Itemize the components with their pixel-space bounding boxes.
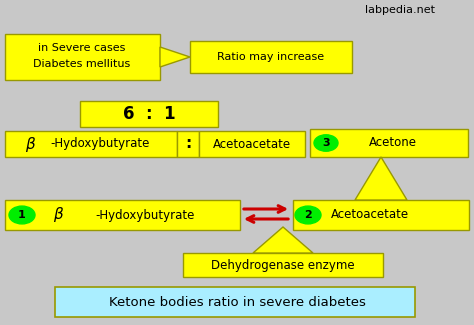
Circle shape — [314, 135, 338, 151]
Polygon shape — [355, 157, 407, 200]
Circle shape — [295, 206, 321, 224]
Text: 6  :  1: 6 : 1 — [123, 105, 175, 123]
FancyBboxPatch shape — [293, 200, 469, 230]
Text: β: β — [25, 136, 35, 151]
Text: Ratio may increase: Ratio may increase — [218, 52, 325, 62]
Text: 3: 3 — [322, 138, 330, 148]
Polygon shape — [253, 227, 313, 253]
FancyBboxPatch shape — [310, 129, 468, 157]
FancyBboxPatch shape — [199, 131, 305, 157]
FancyBboxPatch shape — [183, 253, 383, 277]
Text: Acetoacetate: Acetoacetate — [213, 137, 291, 150]
FancyBboxPatch shape — [5, 200, 240, 230]
Text: Acetone: Acetone — [369, 136, 417, 150]
Text: β: β — [53, 207, 63, 223]
FancyBboxPatch shape — [5, 34, 160, 80]
FancyBboxPatch shape — [55, 287, 415, 317]
Text: :: : — [185, 136, 191, 151]
FancyBboxPatch shape — [80, 101, 218, 127]
Text: 2: 2 — [304, 210, 312, 220]
Text: -Hydoxybutyrate: -Hydoxybutyrate — [50, 137, 150, 150]
FancyBboxPatch shape — [177, 131, 199, 157]
Circle shape — [9, 206, 35, 224]
Text: labpedia.net: labpedia.net — [365, 5, 435, 15]
Text: 1: 1 — [18, 210, 26, 220]
Text: in Severe cases: in Severe cases — [38, 43, 126, 53]
Text: Acetoacetate: Acetoacetate — [331, 209, 409, 222]
Text: Ketone bodies ratio in severe diabetes: Ketone bodies ratio in severe diabetes — [109, 295, 365, 308]
FancyBboxPatch shape — [5, 131, 177, 157]
Text: Dehydrogenase enzyme: Dehydrogenase enzyme — [211, 258, 355, 271]
Text: Diabetes mellitus: Diabetes mellitus — [33, 59, 131, 69]
Text: -Hydoxybutyrate: -Hydoxybutyrate — [95, 209, 195, 222]
FancyBboxPatch shape — [190, 41, 352, 73]
Polygon shape — [160, 47, 190, 67]
